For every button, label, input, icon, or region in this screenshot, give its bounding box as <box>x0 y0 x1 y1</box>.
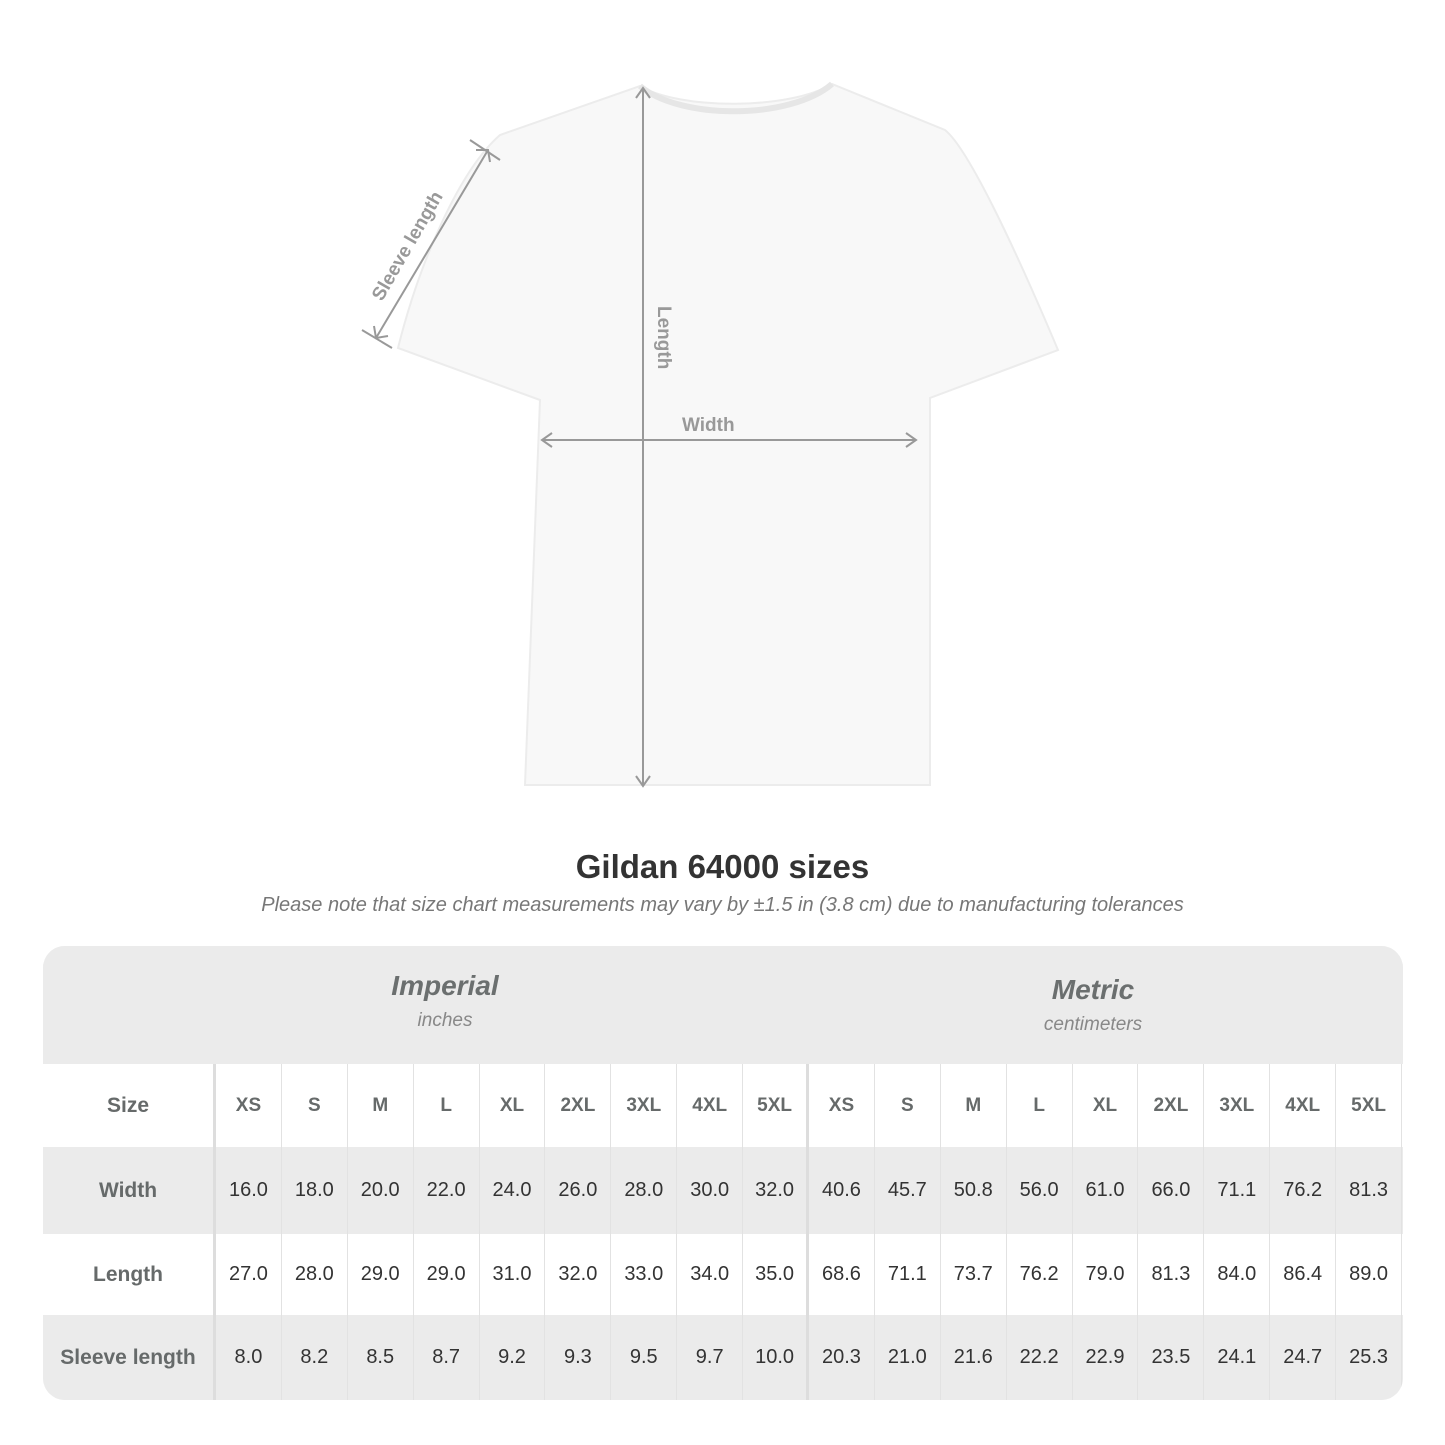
table-cell: 27.0 <box>216 1234 282 1315</box>
size-header-cell: M <box>348 1064 414 1147</box>
table-header-band: Imperial inches Metric centimeters <box>43 946 1403 1064</box>
table-cell: 79.0 <box>1073 1234 1139 1315</box>
table-cell: 76.2 <box>1270 1147 1337 1234</box>
table-cell: 9.7 <box>677 1315 744 1400</box>
size-header-cell: 2XL <box>545 1064 612 1147</box>
table-cell: 76.2 <box>1007 1234 1073 1315</box>
size-header-cell: XL <box>1073 1064 1139 1147</box>
table-cell: 40.6 <box>809 1147 875 1234</box>
table-cell: 16.0 <box>216 1147 282 1234</box>
row-label: Sleeve length <box>43 1315 216 1400</box>
table-cell: 9.2 <box>480 1315 546 1400</box>
table-cell: 23.5 <box>1138 1315 1205 1400</box>
table-cell: 50.8 <box>941 1147 1007 1234</box>
tolerance-note: Please note that size chart measurements… <box>261 894 1184 916</box>
table-cell: 33.0 <box>611 1234 678 1315</box>
size-header-cell: S <box>875 1064 941 1147</box>
width-label: Width <box>682 415 735 436</box>
table-cell: 8.0 <box>216 1315 282 1400</box>
table-cell: 81.3 <box>1138 1234 1205 1315</box>
imperial-unit: inches <box>417 1010 473 1031</box>
size-header-cell: 5XL <box>1336 1064 1403 1147</box>
table-cell: 18.0 <box>282 1147 348 1234</box>
tshirt-collar <box>638 81 834 115</box>
table-cell: 32.0 <box>743 1147 810 1234</box>
table-cell: 28.0 <box>611 1147 678 1234</box>
table-row: Sleeve length 8.0 8.2 8.5 8.7 9.2 9.3 9.5 9.7 10.… <box>43 1315 1403 1400</box>
table-cell: 21.0 <box>875 1315 941 1400</box>
length-label: Length <box>653 306 674 369</box>
table-cell: 26.0 <box>545 1147 612 1234</box>
table-cell: 61.0 <box>1073 1147 1139 1234</box>
table-cell: 32.0 <box>545 1234 612 1315</box>
table-cell: 10.0 <box>743 1315 810 1400</box>
table-cell: 24.0 <box>480 1147 546 1234</box>
table-cell: 71.1 <box>1204 1147 1271 1234</box>
metric-unit: centimeters <box>1043 1014 1143 1035</box>
table-cell: 24.1 <box>1204 1315 1271 1400</box>
table-cell: 45.7 <box>875 1147 941 1234</box>
row-label: Width <box>43 1147 216 1234</box>
tshirt-image <box>396 82 1060 786</box>
size-header-cell: S <box>282 1064 348 1147</box>
size-header-cell: L <box>1007 1064 1073 1147</box>
table-row: Length 27.0 28.0 29.0 29.0 31.0 32.0 33.0 34.0 35… <box>43 1234 1403 1315</box>
table-cell: 22.0 <box>414 1147 480 1234</box>
size-header-cell: XL <box>480 1064 546 1147</box>
size-header-cell: 4XL <box>677 1064 744 1147</box>
table-cell: 8.2 <box>282 1315 348 1400</box>
tshirt-diagram: Sleeve length Length Width <box>361 81 1060 788</box>
table-cell: 30.0 <box>677 1147 744 1234</box>
table-cell: 71.1 <box>875 1234 941 1315</box>
size-header-cell: M <box>941 1064 1007 1147</box>
table-cell: 28.0 <box>282 1234 348 1315</box>
measure-lines <box>361 86 918 788</box>
imperial-title: Imperial <box>391 970 499 1001</box>
table-cell: 29.0 <box>414 1234 480 1315</box>
size-header-cell: 3XL <box>611 1064 678 1147</box>
size-header-cell: 2XL <box>1138 1064 1205 1147</box>
table-cell: 20.0 <box>348 1147 414 1234</box>
table-cell: 66.0 <box>1138 1147 1205 1234</box>
metric-title: Metric <box>1051 974 1135 1005</box>
page-title: Gildan 64000 sizes <box>575 848 870 885</box>
size-table: Imperial inches Metric centimeters Size X… <box>43 946 1403 1400</box>
table-cell: 20.3 <box>809 1315 875 1400</box>
table-cell: 25.3 <box>1336 1315 1403 1400</box>
table-cell: 86.4 <box>1270 1234 1337 1315</box>
table-cell: 29.0 <box>348 1234 414 1315</box>
table-cell: 31.0 <box>480 1234 546 1315</box>
size-header-cell: L <box>414 1064 480 1147</box>
table-cell: 89.0 <box>1336 1234 1403 1315</box>
table-cell: 22.2 <box>1007 1315 1073 1400</box>
size-header-cell: 5XL <box>743 1064 810 1147</box>
table-cell: 81.3 <box>1336 1147 1403 1234</box>
table-cell: 9.5 <box>611 1315 678 1400</box>
table-cell: 8.7 <box>414 1315 480 1400</box>
size-header-cell: 4XL <box>1270 1064 1337 1147</box>
row-label: Size <box>43 1064 216 1147</box>
size-header-cell: 3XL <box>1204 1064 1271 1147</box>
table-cell: 35.0 <box>743 1234 810 1315</box>
size-header-cell: XS <box>809 1064 875 1147</box>
table-cell: 9.3 <box>545 1315 612 1400</box>
row-label: Length <box>43 1234 216 1315</box>
metric-header: Metric centimeters <box>893 974 1293 1036</box>
table-cell: 34.0 <box>677 1234 744 1315</box>
table-cell: 84.0 <box>1204 1234 1271 1315</box>
size-header-row: Size XS S M L XL 2XL 3XL 4XL 5XL XS S M L XL 2XL 3XL 4XL 5… <box>43 1064 1403 1147</box>
size-header-cell: XS <box>216 1064 282 1147</box>
table-cell: 24.7 <box>1270 1315 1337 1400</box>
imperial-header: Imperial inches <box>245 970 645 1032</box>
table-cell: 56.0 <box>1007 1147 1073 1234</box>
table-cell: 8.5 <box>348 1315 414 1400</box>
table-cell: 68.6 <box>809 1234 875 1315</box>
table-cell: 21.6 <box>941 1315 1007 1400</box>
table-cell: 73.7 <box>941 1234 1007 1315</box>
table-row: Width 16.0 18.0 20.0 22.0 24.0 26.0 28.0 30.0 32.… <box>43 1147 1403 1234</box>
table-cell: 22.9 <box>1073 1315 1139 1400</box>
